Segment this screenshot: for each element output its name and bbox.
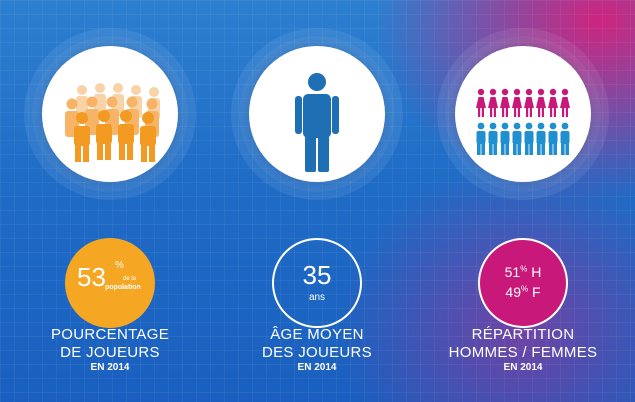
woman-figure	[524, 88, 534, 117]
stat-label-line-1: RÉPARTITION	[471, 326, 575, 343]
woman-figure	[548, 88, 558, 117]
stat-label: POURCENTAGE DE JOUEURS	[10, 326, 210, 362]
percentage-sign: %	[115, 260, 124, 271]
woman-figure	[560, 88, 570, 117]
icon-disc	[249, 46, 385, 182]
man-figure	[548, 122, 558, 155]
stat-year: EN 2014	[297, 362, 337, 373]
stat-label: ÂGE MOYEN DES JOUEURS	[217, 326, 417, 362]
stat-label-line-2: DES JOUEURS	[262, 344, 372, 361]
stat-year: EN 2014	[503, 362, 543, 373]
percentage-caption-1: de la	[123, 276, 137, 282]
men-women-icon	[476, 88, 570, 155]
age-badge: 35 ans	[272, 238, 362, 328]
stat-label-line-2: DE JOUEURS	[60, 344, 160, 361]
woman-figure	[488, 88, 498, 117]
women-percentage: 49% F	[505, 284, 541, 300]
woman-figure	[536, 88, 546, 117]
age-value: 35	[302, 260, 332, 290]
stat-label-line-1: ÂGE MOYEN	[270, 326, 364, 343]
man-figure	[560, 122, 570, 155]
man-figure	[536, 122, 546, 155]
woman-figure	[476, 88, 486, 117]
man-figure	[524, 122, 534, 155]
stat-label-line-1: POURCENTAGE	[50, 326, 170, 343]
stat-label: RÉPARTITION HOMMES / FEMMES	[423, 326, 623, 362]
man-figure	[488, 122, 498, 155]
woman-figure	[500, 88, 510, 117]
man-figure	[476, 122, 486, 155]
age-unit: ans	[308, 292, 326, 303]
woman-figure	[512, 88, 522, 117]
crowd-icon	[65, 83, 160, 162]
icon-disc	[455, 46, 591, 182]
gender-badge: 51% H 49% F	[478, 238, 568, 328]
man-figure	[512, 122, 522, 155]
man-figure	[500, 122, 510, 155]
percentage-value: 53	[77, 262, 106, 292]
percentage-badge: 53 % de la population	[65, 238, 155, 328]
stat-label-line-2: HOMMES / FEMMES	[448, 344, 598, 361]
stat-year: EN 2014	[90, 362, 130, 373]
icon-disc	[42, 46, 178, 182]
percentage-caption-2: population	[105, 284, 141, 291]
men-percentage: 51% H	[504, 264, 542, 280]
person-icon	[295, 73, 339, 172]
